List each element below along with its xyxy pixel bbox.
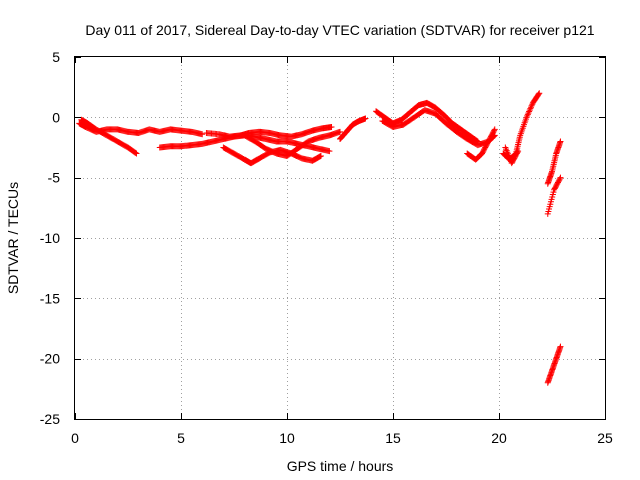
y-tick-label: -20 [40, 351, 60, 367]
series-track-b [78, 116, 140, 157]
data-point [536, 90, 543, 97]
data-point [524, 112, 531, 119]
data-point [491, 126, 498, 133]
series-track-j [464, 126, 498, 163]
data-point [317, 152, 324, 159]
data-point [514, 149, 521, 156]
data-point [556, 175, 563, 182]
data-point [132, 149, 139, 156]
y-tick-label: 5 [52, 49, 60, 65]
data-point [515, 148, 522, 155]
data-points [76, 90, 564, 386]
data-point [557, 138, 564, 145]
series-track-m [544, 138, 564, 187]
series-track-l [502, 144, 522, 167]
y-axis-label: SDTVAR / TECUs [5, 182, 21, 294]
series-track-g [337, 115, 369, 143]
data-point [337, 128, 343, 135]
data-point [523, 114, 530, 121]
series-track-o [544, 343, 564, 386]
x-tick-label: 5 [177, 430, 185, 446]
x-tick-label: 0 [71, 430, 79, 446]
grid-lines [75, 57, 605, 419]
data-point [526, 108, 533, 115]
data-point [557, 174, 564, 181]
data-point [133, 150, 140, 157]
chart-title: Day 011 of 2017, Sidereal Day-to-day VTE… [85, 22, 594, 38]
data-point [557, 343, 564, 350]
series-track-a [76, 120, 206, 138]
data-point [525, 109, 532, 116]
x-tick-label: 10 [279, 430, 295, 446]
data-point [528, 104, 535, 111]
axis-ticks: 0 5 10 15 20 25 -25 -20 -15 -10 -5 0 5 [40, 49, 613, 446]
data-point [526, 107, 533, 114]
data-point [491, 127, 498, 134]
data-point [328, 123, 335, 130]
data-point [528, 102, 535, 109]
x-tick-label: 20 [491, 430, 507, 446]
y-tick-label: -10 [40, 230, 60, 246]
series-track-h [373, 99, 481, 145]
data-point [199, 131, 206, 138]
x-tick-label: 15 [385, 430, 401, 446]
data-point [527, 105, 534, 112]
data-point [535, 91, 542, 98]
series-track-f [241, 128, 343, 159]
plot-frame [74, 56, 606, 420]
y-tick-label: -5 [48, 170, 61, 186]
data-point [524, 111, 531, 118]
data-point [326, 148, 333, 155]
series-track-i [379, 107, 498, 149]
series-track-n [544, 174, 564, 217]
y-tick-label: -15 [40, 290, 60, 306]
y-tick-label: 0 [52, 109, 60, 125]
series-track-d [203, 123, 335, 140]
y-tick-label: -25 [40, 411, 60, 427]
data-point [362, 115, 369, 122]
x-tick-label: 25 [597, 430, 613, 446]
x-axis-label: GPS time / hours [287, 458, 394, 474]
